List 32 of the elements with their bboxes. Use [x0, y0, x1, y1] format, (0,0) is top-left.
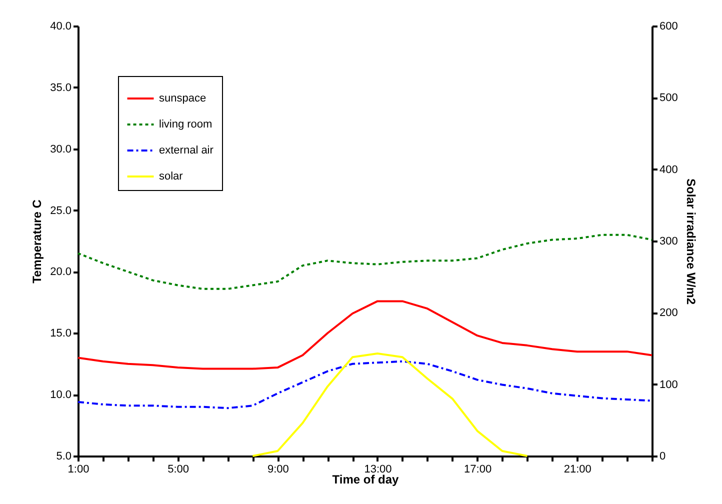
x-tick-label: 21:00: [564, 464, 592, 476]
line-series: [77, 300, 653, 370]
line-series: [77, 234, 653, 290]
y-tick-label: 30.0: [50, 143, 72, 156]
y2-axis-title: Solar irradiance W/m2: [684, 178, 698, 305]
legend-label: sunspace: [159, 92, 206, 104]
line-series: [252, 352, 528, 457]
x-tick-label: 13:00: [364, 464, 392, 476]
y2-tick-label: 0: [660, 450, 666, 462]
y-tick-label: 40.0: [50, 20, 72, 32]
y-tick-label: 20.0: [50, 266, 72, 278]
y-tick-label: 25.0: [50, 204, 72, 217]
y2-tick-label: 600: [660, 20, 678, 32]
legend-label: solar: [159, 170, 184, 182]
y-tick-label: 15.0: [50, 328, 72, 340]
y2-tick-label: 100: [660, 378, 678, 391]
x-tick-label: 1:00: [68, 464, 90, 476]
legend-label: living room: [159, 118, 212, 130]
y2-tick-label: 200: [660, 307, 678, 320]
x-tick-label: 5:00: [168, 464, 190, 476]
y-tick-label: 5.0: [56, 450, 72, 462]
x-tick-label: 9:00: [267, 464, 289, 476]
y-tick-label: 35.0: [50, 82, 72, 94]
x-tick-label: 17:00: [464, 464, 492, 476]
y-tick-label: 10.0: [50, 389, 72, 402]
legend-label: external air: [159, 144, 214, 156]
y-axis-title: Temperature C: [30, 199, 44, 284]
line-series: [77, 360, 653, 410]
y2-tick-label: 400: [660, 164, 678, 176]
y2-tick-label: 500: [660, 92, 678, 104]
y2-tick-label: 300: [660, 236, 678, 248]
x-axis-title: Time of day: [332, 472, 400, 486]
